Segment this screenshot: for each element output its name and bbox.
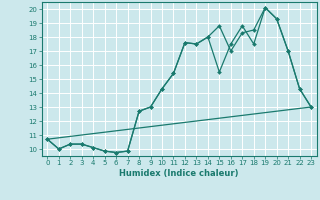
X-axis label: Humidex (Indice chaleur): Humidex (Indice chaleur)	[119, 169, 239, 178]
